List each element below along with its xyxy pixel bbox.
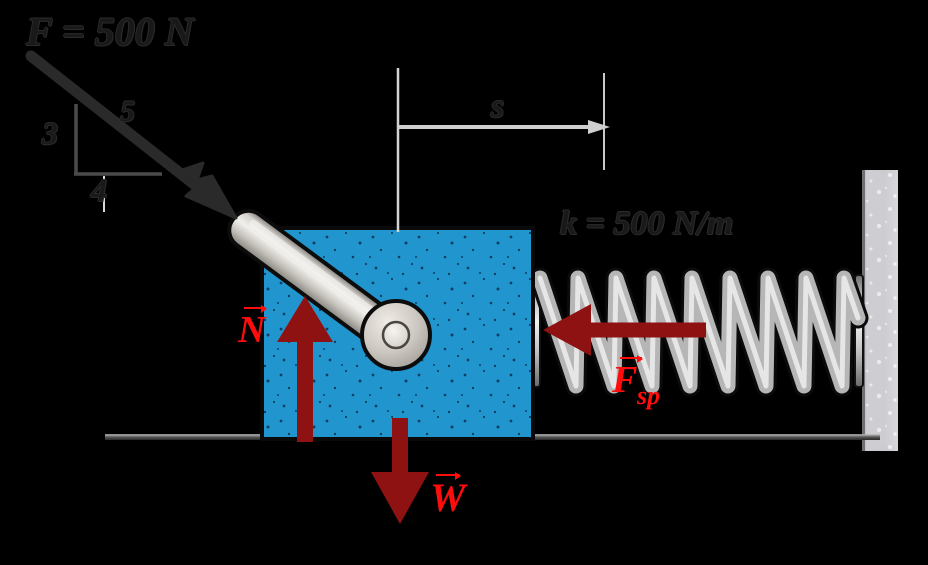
applied-force-label: F = 500 N xyxy=(26,9,194,54)
displacement-dimension xyxy=(396,68,610,232)
spring-force-label: F xyxy=(612,359,638,401)
vector-arrow-icon xyxy=(244,305,267,313)
normal-force-arrow xyxy=(277,296,333,442)
spring xyxy=(529,267,869,397)
applied-force-arrow xyxy=(25,50,238,220)
spring-constant-label: k = 500 N/m xyxy=(560,205,734,242)
spring-force-arrow xyxy=(543,304,706,356)
pivot-pin xyxy=(381,320,411,350)
weight-force-arrow xyxy=(371,418,429,524)
triangle-horizontal-label: 4 xyxy=(91,172,107,208)
displacement-label: s xyxy=(491,88,505,125)
force-component-triangle xyxy=(74,104,162,212)
vector-arrow-icon xyxy=(620,355,643,363)
vector-arrow-icon xyxy=(436,472,461,480)
wall xyxy=(862,170,898,451)
normal-force-label: N xyxy=(238,309,266,351)
weight-force-label: W xyxy=(430,475,466,520)
triangle-vertical-label: 3 xyxy=(42,115,58,151)
triangle-hypotenuse-label: 5 xyxy=(120,95,135,128)
piston-rod xyxy=(227,208,432,371)
spring-force-subscript: sp xyxy=(637,381,661,410)
